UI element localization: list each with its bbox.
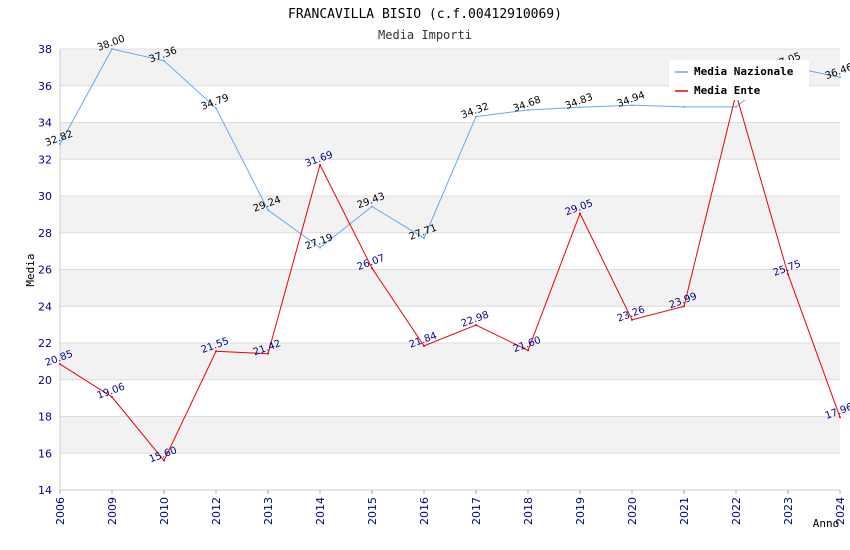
y-tick-label: 32	[38, 153, 52, 166]
data-point	[59, 363, 61, 366]
y-tick-label: 14	[38, 484, 52, 497]
x-tick-label: 2016	[418, 497, 431, 525]
x-tick-label: 2012	[210, 497, 223, 525]
data-label: 23.26	[616, 304, 647, 324]
data-point	[163, 59, 165, 62]
y-tick-label: 34	[38, 117, 52, 130]
y-tick-label: 36	[38, 80, 52, 93]
x-axis-label: Anno	[813, 517, 840, 530]
grid-band	[60, 196, 840, 233]
series-line-media-ente	[59, 91, 841, 462]
x-tick-label: 2017	[470, 497, 483, 525]
grid-bands	[60, 49, 840, 454]
chart-subtitle: Media Importi	[378, 28, 472, 42]
x-tick-label: 2015	[366, 497, 379, 525]
x-tick-label: 2019	[574, 497, 587, 525]
series-line-media-nazionale	[59, 48, 841, 249]
legend-label-media-ente: Media Ente	[694, 84, 761, 97]
data-point	[215, 106, 217, 109]
x-tick-label: 2021	[678, 497, 691, 525]
data-point	[215, 350, 217, 353]
data-point	[423, 344, 425, 347]
x-tick-label: 2020	[626, 497, 639, 525]
data-point	[475, 115, 477, 118]
chart-title: FRANCAVILLA BISIO (c.f.00412910069)	[288, 7, 562, 22]
data-point	[371, 205, 373, 208]
gridlines	[60, 48, 840, 491]
y-tick-label: 24	[38, 300, 52, 313]
data-point	[735, 105, 737, 108]
grid-band	[60, 269, 840, 307]
y-tick-label: 26	[38, 264, 52, 277]
data-point	[839, 76, 841, 79]
data-label: 19.06	[96, 382, 127, 402]
data-point	[683, 105, 685, 108]
x-tick-label: 2009	[106, 497, 119, 525]
legend: Media Nazionale Media Ente	[669, 60, 809, 100]
data-point	[59, 143, 61, 146]
y-tick-label: 28	[38, 227, 52, 240]
x-tick-label: 2024	[834, 497, 847, 525]
y-tick-label: 18	[38, 411, 52, 424]
data-point	[527, 349, 529, 352]
data-label: 34.79	[200, 93, 231, 113]
grid-band	[60, 416, 840, 454]
y-tick-label: 20	[38, 374, 52, 387]
x-tick-label: 2022	[730, 497, 743, 525]
x-tick-label: 2014	[314, 497, 327, 525]
data-point	[787, 273, 789, 276]
data-point	[111, 396, 113, 399]
data-point	[111, 48, 113, 50]
data-point	[631, 318, 633, 321]
x-tick-label: 2023	[782, 497, 795, 525]
grid-band	[60, 122, 840, 160]
data-point	[267, 208, 269, 211]
data-label: 27.19	[304, 232, 335, 252]
data-point	[839, 416, 841, 419]
x-axis-ticks: 2006 2009 2010 2012 2013 2014 2015 2016 2017 2018…	[54, 490, 847, 525]
data-label: 34.68	[512, 95, 543, 115]
legend-box	[669, 60, 809, 100]
y-axis-ticks: 14 16 18 20 22 24 26 28 30 32 34 36 38	[38, 43, 52, 497]
x-tick-label: 2010	[158, 497, 171, 525]
y-tick-label: 22	[38, 337, 52, 350]
data-point	[683, 305, 685, 308]
data-point	[267, 352, 269, 355]
data-point	[319, 163, 321, 166]
data-point	[579, 106, 581, 109]
y-tick-label: 30	[38, 190, 52, 203]
data-point	[475, 323, 477, 326]
x-tick-label: 2006	[54, 497, 67, 525]
x-tick-label: 2018	[522, 497, 535, 525]
data-point	[527, 109, 529, 112]
data-point	[371, 267, 373, 270]
data-label: 22.98	[460, 310, 491, 330]
data-point	[423, 237, 425, 240]
axes	[59, 49, 840, 491]
y-axis-label: Media	[24, 253, 37, 286]
data-point	[631, 104, 633, 107]
data-point	[579, 212, 581, 215]
data-point	[163, 459, 165, 462]
data-label: 34.83	[564, 92, 595, 112]
data-label: 34.94	[616, 90, 647, 110]
data-point	[319, 246, 321, 249]
y-tick-label: 38	[38, 43, 52, 56]
y-tick-label: 16	[38, 447, 52, 460]
legend-label-media-nazionale: Media Nazionale	[694, 65, 794, 78]
x-tick-label: 2013	[262, 497, 275, 525]
series-lines	[59, 48, 841, 462]
grid-band	[60, 343, 840, 380]
